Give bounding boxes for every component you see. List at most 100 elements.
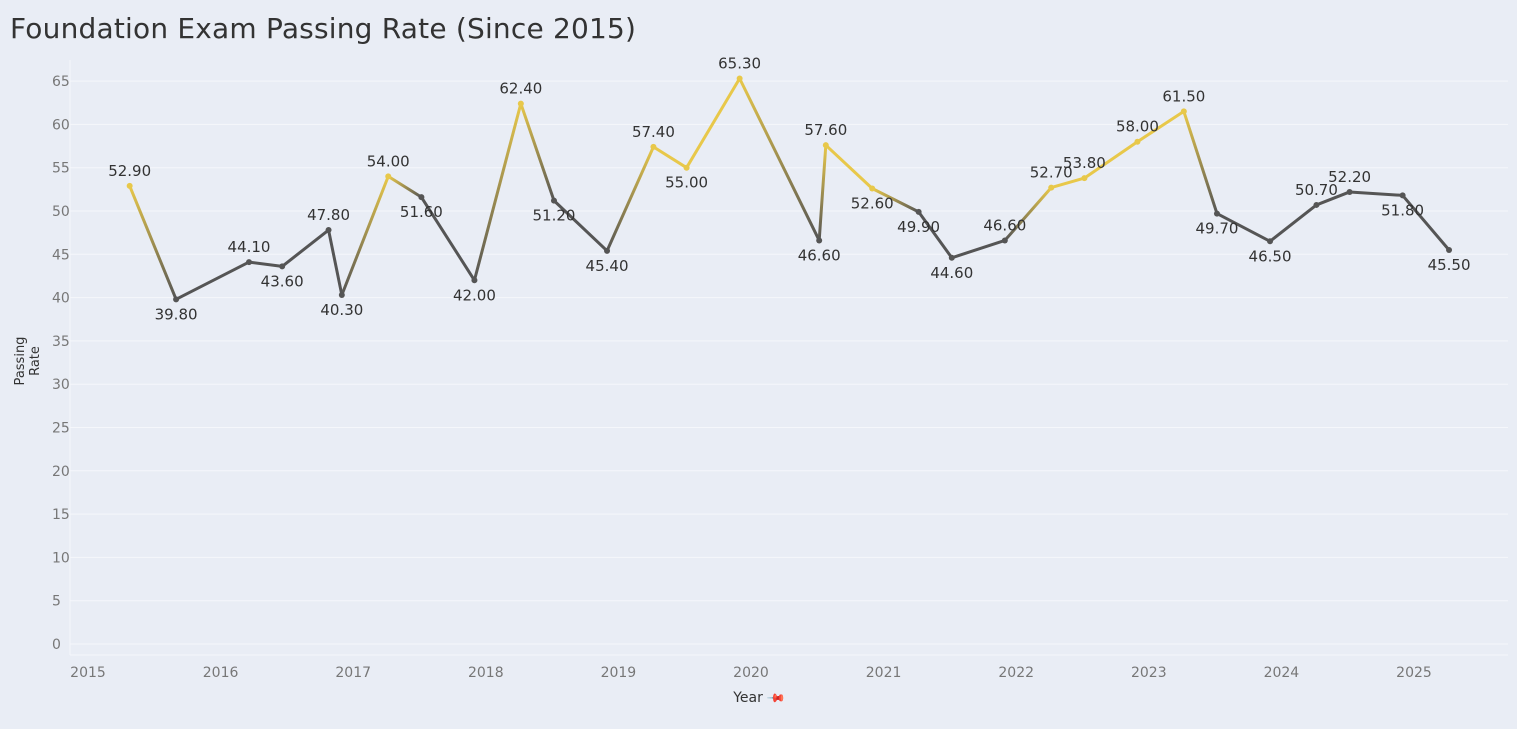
y-tick-label: 10 (52, 550, 70, 566)
y-tick-label: 25 (52, 421, 70, 437)
line-segment (1215, 212, 1272, 243)
y-tick-label: 60 (52, 117, 70, 133)
data-point (822, 142, 829, 149)
data-label: 39.80 (155, 305, 198, 323)
line-segment (552, 199, 609, 253)
line-segment (1348, 190, 1405, 197)
y-tick-label: 40 (52, 291, 70, 307)
data-point (1081, 175, 1088, 182)
data-label: 42.00 (453, 286, 496, 304)
line-segment (327, 228, 344, 297)
chart-title: Foundation Exam Passing Rate (Since 2015… (10, 12, 637, 45)
y-tick-label: 30 (52, 377, 70, 393)
data-label: 51.60 (400, 203, 443, 221)
data-point (1213, 210, 1220, 217)
data-label: 47.80 (307, 206, 350, 224)
x-tick-label: 2021 (866, 665, 902, 681)
line-segment (128, 184, 178, 301)
line-segment (1082, 140, 1139, 180)
data-point (325, 227, 332, 234)
y-tick-label: 50 (52, 204, 70, 220)
line-segment (1135, 109, 1186, 144)
x-axis-label-wrap[interactable]: Year 📌 (0, 687, 1517, 709)
data-point (517, 100, 524, 107)
data-point (1001, 237, 1008, 244)
series-line (128, 77, 1451, 301)
data-point (418, 194, 425, 201)
gridlines (69, 60, 1508, 656)
line-segment (174, 260, 251, 301)
data-label: 52.60 (851, 194, 894, 212)
x-tick-label: 2017 (335, 665, 371, 681)
line-segment (247, 260, 284, 268)
data-label: 53.80 (1063, 154, 1106, 172)
x-tick-label: 2023 (1131, 665, 1167, 681)
data-label: 51.20 (533, 207, 576, 225)
data-point (1134, 138, 1141, 145)
line-segment (1049, 176, 1086, 190)
line-segment (519, 102, 556, 203)
data-point (338, 292, 345, 299)
data-label: 45.50 (1428, 256, 1471, 274)
data-point (650, 143, 657, 150)
data-point (385, 173, 392, 180)
y-tick-label: 45 (52, 247, 70, 263)
x-axis-ticks: 2015 2016 2017 2018 2019 2020 2021 2022 2023 2024… (70, 665, 1432, 681)
line-segment (824, 143, 874, 190)
line-segment (950, 238, 1007, 260)
data-label: 55.00 (665, 174, 708, 192)
data-label: 46.60 (798, 246, 841, 264)
data-point (915, 208, 922, 215)
data-label: 40.30 (320, 301, 363, 319)
pin-icon[interactable]: 📌 (766, 687, 787, 709)
line-segment (1268, 203, 1318, 243)
series-points (126, 75, 1453, 303)
data-label: 49.90 (897, 218, 940, 236)
data-label: 52.70 (1030, 164, 1073, 182)
x-tick-label: 2018 (468, 665, 504, 681)
data-point (948, 254, 955, 261)
y-tick-label: 15 (52, 507, 70, 523)
y-tick-label: 35 (52, 334, 70, 350)
data-label: 45.40 (586, 257, 629, 275)
data-point (1180, 108, 1187, 115)
y-tick-label: 65 (52, 74, 70, 90)
line-segment (685, 77, 742, 170)
data-point (471, 277, 478, 284)
data-point (246, 259, 253, 266)
line-segment (651, 145, 689, 170)
line-segment (817, 143, 828, 242)
y-axis-ticks: 0 5 10 15 20 25 30 35 40 45 50 55 60 65 (52, 74, 70, 653)
line-segment (340, 174, 390, 297)
data-point (1048, 184, 1055, 191)
x-tick-label: 2025 (1396, 665, 1432, 681)
y-tick-label: 55 (52, 161, 70, 177)
y-tick-label: 20 (52, 464, 70, 480)
data-label: 44.10 (228, 238, 271, 256)
data-label: 57.40 (632, 123, 675, 141)
x-tick-label: 2015 (70, 665, 106, 681)
line-segment (870, 186, 921, 214)
data-label: 46.50 (1249, 247, 1292, 265)
data-point (736, 75, 743, 82)
data-point (869, 185, 876, 192)
data-label: 43.60 (261, 272, 304, 290)
y-axis-label: Passing Rate (13, 336, 43, 386)
data-point (279, 263, 286, 270)
data-labels: 52.90 39.80 44.10 43.60 47.80 40.30 54.00 51.60… (108, 55, 1470, 324)
x-axis-label: Year (733, 690, 763, 706)
data-point (1399, 192, 1406, 199)
y-tick-label: 0 (52, 637, 61, 653)
y-tick-label: 5 (52, 594, 61, 610)
x-tick-label: 2020 (733, 665, 769, 681)
x-tick-label: 2016 (203, 665, 239, 681)
data-point (126, 182, 133, 189)
data-label: 52.20 (1328, 168, 1371, 186)
line-segment (605, 145, 655, 253)
data-point (173, 296, 180, 303)
data-label: 58.00 (1116, 118, 1159, 136)
data-point (550, 197, 557, 204)
data-label: 44.60 (930, 264, 973, 282)
